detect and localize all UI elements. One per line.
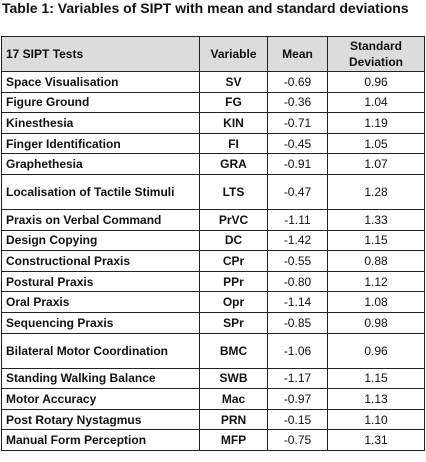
cell-sd: 1.12	[327, 270, 425, 293]
cell-test: Sequencing Praxis	[1, 311, 200, 334]
cell-sd: 0.96	[327, 71, 425, 93]
cell-variable: FI	[199, 132, 268, 155]
cell-test: Postural Praxis	[1, 270, 200, 293]
cell-test: Constructional Praxis	[1, 250, 200, 272]
sipt-variables-table: 17 SIPT Tests Variable Mean Standard Dev…	[1, 36, 425, 451]
table-row: Standing Walking Balance SWB -1.17 1.15	[1, 367, 425, 390]
table-row: Design Copying DC -1.42 1.15	[1, 229, 425, 252]
cell-sd: 1.15	[327, 367, 425, 390]
cell-sd: 1.08	[327, 291, 425, 313]
cell-variable: Opr	[199, 291, 268, 313]
table-caption: Table 1: Variables of SIPT with mean and…	[2, 0, 409, 16]
cell-mean: -0.69	[267, 71, 328, 93]
cell-variable: Mac	[199, 388, 268, 410]
cell-test: Kinesthesia	[1, 112, 200, 134]
cell-sd: 1.04	[327, 91, 425, 114]
table-row: Space Visualisation SV -0.69 0.96	[1, 71, 425, 93]
table-row: Finger Identification FI -0.45 1.05	[1, 132, 425, 155]
table-row: Motor Accuracy Mac -0.97 1.13	[1, 388, 425, 410]
cell-mean: -0.45	[267, 132, 328, 155]
cell-sd: 1.33	[327, 208, 425, 231]
cell-mean: -0.75	[267, 429, 328, 451]
cell-mean: -1.06	[267, 332, 328, 369]
cell-mean: -0.80	[267, 270, 328, 293]
cell-test: Praxis on Verbal Command	[1, 208, 200, 231]
cell-test: Standing Walking Balance	[1, 367, 200, 390]
table-row: Kinesthesia KIN -0.71 1.19	[1, 112, 425, 134]
cell-mean: -0.71	[267, 112, 328, 134]
cell-variable: PrVC	[199, 208, 268, 231]
cell-sd: 1.07	[327, 153, 425, 175]
table-row: Manual Form Perception MFP -0.75 1.31	[1, 429, 425, 451]
cell-sd: 1.13	[327, 388, 425, 410]
cell-test: Graphethesia	[1, 153, 200, 175]
cell-mean: -1.42	[267, 229, 328, 252]
cell-mean: -0.85	[267, 311, 328, 334]
header-test: 17 SIPT Tests	[1, 36, 200, 72]
cell-sd: 1.15	[327, 229, 425, 252]
cell-variable: MFP	[199, 429, 268, 451]
cell-test: Motor Accuracy	[1, 388, 200, 410]
cell-test: Manual Form Perception	[1, 429, 200, 451]
cell-variable: BMC	[199, 332, 268, 369]
table-row: Praxis on Verbal Command PrVC -1.11 1.33	[1, 208, 425, 231]
cell-variable: LTS	[199, 173, 268, 210]
cell-test: Finger Identification	[1, 132, 200, 155]
table-row: Bilateral Motor Coordination BMC -1.06 0…	[1, 332, 425, 369]
cell-variable: SPr	[199, 311, 268, 334]
cell-mean: -0.97	[267, 388, 328, 410]
cell-sd: 0.98	[327, 311, 425, 334]
cell-variable: DC	[199, 229, 268, 252]
cell-mean: -0.15	[267, 408, 328, 431]
table-row: Figure Ground FG -0.36 1.04	[1, 91, 425, 114]
cell-test: Localisation of Tactile Stimuli	[1, 173, 200, 210]
cell-test: Oral Praxis	[1, 291, 200, 313]
cell-variable: GRA	[199, 153, 268, 175]
cell-mean: -1.17	[267, 367, 328, 390]
table-row: Postural Praxis PPr -0.80 1.12	[1, 270, 425, 293]
cell-sd: 1.05	[327, 132, 425, 155]
cell-sd: 1.10	[327, 408, 425, 431]
header-variable: Variable	[199, 36, 268, 72]
table-header-row: 17 SIPT Tests Variable Mean Standard Dev…	[1, 36, 425, 72]
cell-variable: KIN	[199, 112, 268, 134]
cell-mean: -1.14	[267, 291, 328, 313]
table-row: Oral Praxis Opr -1.14 1.08	[1, 291, 425, 313]
cell-variable: SWB	[199, 367, 268, 390]
cell-mean: -0.36	[267, 91, 328, 114]
header-standard-deviation: Standard Deviation	[327, 36, 425, 72]
cell-sd: 1.19	[327, 112, 425, 134]
table-row: Sequencing Praxis SPr -0.85 0.98	[1, 311, 425, 334]
cell-variable: SV	[199, 71, 268, 93]
cell-test: Bilateral Motor Coordination	[1, 332, 200, 369]
header-mean: Mean	[267, 36, 328, 72]
cell-test: Post Rotary Nystagmus	[1, 408, 200, 431]
table-row: Localisation of Tactile Stimuli LTS -0.4…	[1, 173, 425, 210]
cell-sd: 1.31	[327, 429, 425, 451]
cell-mean: -0.47	[267, 173, 328, 210]
cell-test: Space Visualisation	[1, 71, 200, 93]
cell-variable: PRN	[199, 408, 268, 431]
cell-mean: -1.11	[267, 208, 328, 231]
cell-sd: 0.88	[327, 250, 425, 272]
cell-variable: FG	[199, 91, 268, 114]
cell-test: Figure Ground	[1, 91, 200, 114]
cell-sd: 1.28	[327, 173, 425, 210]
cell-sd: 0.96	[327, 332, 425, 369]
cell-variable: PPr	[199, 270, 268, 293]
table-row: Graphethesia GRA -0.91 1.07	[1, 153, 425, 175]
table-row: Post Rotary Nystagmus PRN -0.15 1.10	[1, 408, 425, 431]
cell-test: Design Copying	[1, 229, 200, 252]
cell-mean: -0.91	[267, 153, 328, 175]
cell-mean: -0.55	[267, 250, 328, 272]
cell-variable: CPr	[199, 250, 268, 272]
table-row: Constructional Praxis CPr -0.55 0.88	[1, 250, 425, 272]
